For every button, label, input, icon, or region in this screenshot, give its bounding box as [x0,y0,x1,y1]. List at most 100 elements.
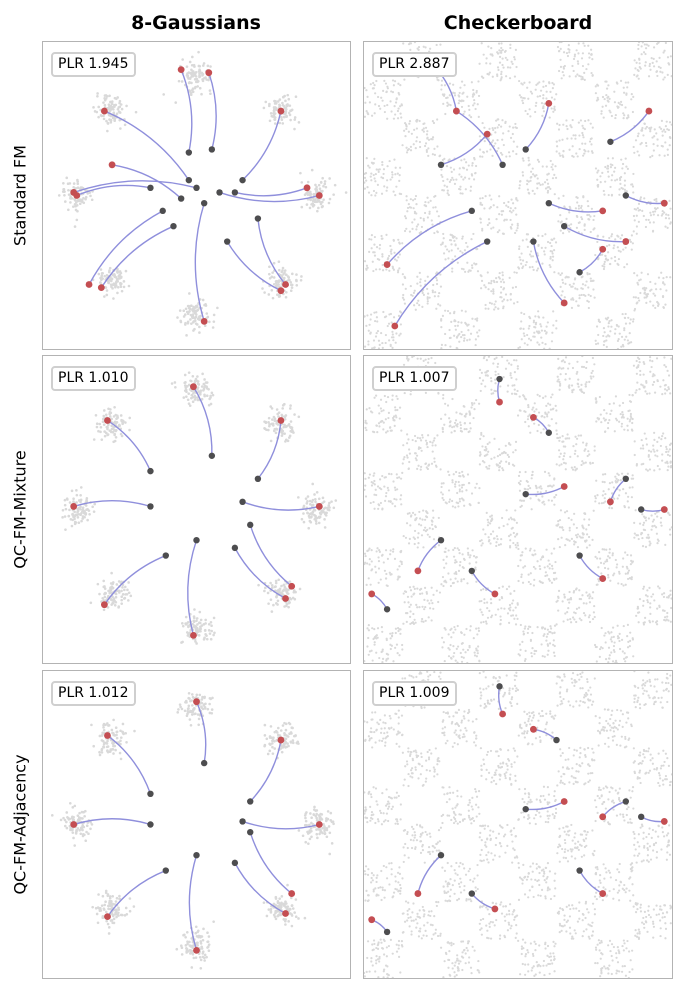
background-sample [487,536,490,539]
background-sample [524,263,527,267]
background-sample [330,500,333,503]
background-sample [200,385,204,388]
background-sample [379,107,382,110]
source-point [239,498,246,506]
background-sample [270,288,274,292]
background-sample [404,287,407,290]
background-sample [635,232,638,235]
background-sample [549,627,553,630]
background-sample [380,626,383,629]
background-sample [378,550,381,553]
background-sample [468,114,471,117]
background-sample [444,547,447,550]
background-sample [562,454,566,458]
background-sample [555,140,558,143]
background-sample [554,571,557,574]
background-sample [314,500,317,504]
background-sample [457,320,460,324]
background-sample [581,390,584,394]
background-sample [661,71,664,74]
background-sample [589,215,592,218]
background-sample [545,413,549,416]
background-sample [611,660,615,663]
background-sample [413,128,416,131]
background-sample [518,409,521,412]
background-sample [408,230,412,233]
background-sample [113,405,116,409]
background-sample [586,299,589,302]
background-sample [504,293,508,296]
background-sample [408,42,412,45]
background-sample [473,158,476,161]
background-sample [518,184,521,187]
background-sample [109,587,112,591]
background-sample [448,473,451,477]
background-sample [557,128,561,131]
background-sample [424,605,427,609]
background-sample [585,602,588,605]
background-sample [486,518,489,521]
background-sample [614,113,617,117]
background-sample [368,101,371,104]
background-sample [537,234,540,237]
background-sample [637,77,640,80]
background-sample [609,638,612,641]
background-sample [403,302,407,305]
background-sample [545,404,548,407]
background-sample [505,155,508,158]
background-sample [586,533,589,536]
background-sample [503,218,507,221]
background-sample [549,265,552,269]
background-sample [539,431,543,434]
background-sample [208,89,212,92]
background-sample [380,488,383,491]
background-sample [387,416,390,420]
background-sample [118,591,121,594]
background-sample [209,637,213,641]
background-sample [183,389,187,392]
background-sample [295,273,298,276]
background-sample [490,519,493,523]
background-sample [451,270,454,273]
background-sample [500,42,503,45]
background-sample [459,421,462,424]
background-sample [187,383,191,387]
background-sample [422,359,425,363]
background-sample [402,293,405,297]
background-sample [322,509,325,513]
background-sample [612,644,616,648]
background-sample [536,267,540,270]
background-sample [655,60,658,63]
background-sample [480,287,483,290]
background-sample [488,194,491,197]
background-sample [439,243,443,246]
background-sample [311,482,315,486]
background-sample [613,650,616,653]
background-sample [419,145,422,149]
background-sample [110,277,114,281]
background-sample [636,68,639,72]
background-sample [542,105,545,108]
background-sample [640,271,643,274]
background-sample [610,114,613,118]
background-sample [318,511,322,515]
background-sample [481,445,484,448]
background-sample [570,621,573,624]
background-sample [277,260,281,263]
background-sample [641,209,644,212]
background-sample [481,155,484,158]
background-sample [582,154,585,157]
background-sample [103,103,107,107]
background-sample [449,424,452,427]
background-sample [368,650,372,653]
background-sample [63,194,66,197]
background-sample [76,180,79,183]
background-sample [365,408,368,411]
background-sample [284,440,287,443]
background-sample [442,102,445,105]
background-sample [452,548,455,551]
background-sample [652,292,655,295]
background-sample [323,182,327,186]
background-sample [514,207,517,210]
background-sample [651,229,655,232]
